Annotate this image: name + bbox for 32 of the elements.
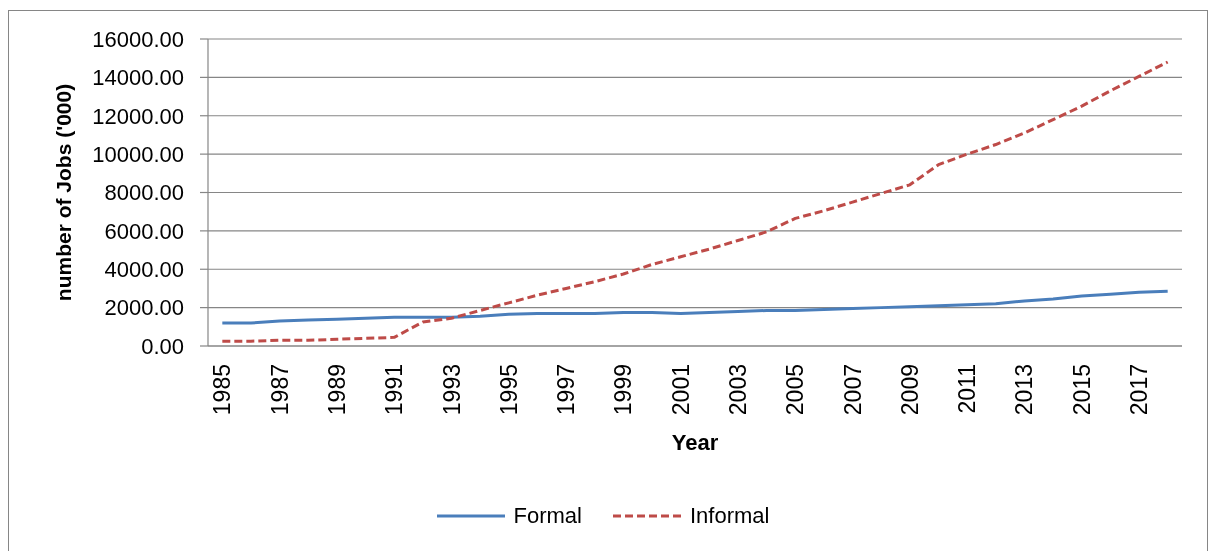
y-tick-label: 14000.00 — [92, 65, 184, 91]
x-tick-label: 1993 — [438, 364, 465, 416]
y-tick-label: 0.00 — [141, 333, 184, 359]
x-tick-label: 1987 — [266, 364, 293, 416]
x-tick-label: 1999 — [610, 364, 637, 416]
y-tick-label: 8000.00 — [104, 180, 184, 206]
x-tick-label: 2015 — [1068, 364, 1095, 416]
legend-label: Formal — [513, 503, 582, 529]
y-tick-label: 2000.00 — [104, 295, 184, 321]
x-tick-label: 2017 — [1126, 364, 1153, 416]
y-tick-label: 16000.00 — [92, 26, 184, 52]
y-tick-label: 6000.00 — [104, 218, 184, 244]
x-axis-title: Year — [671, 429, 719, 455]
y-axis-title: number of Jobs ('000) — [51, 83, 75, 302]
x-tick-label: 1997 — [553, 364, 580, 416]
x-tick-label: 2013 — [1011, 364, 1038, 416]
x-tick-label: 1991 — [381, 364, 408, 416]
x-tick-label: 1985 — [209, 364, 236, 416]
line-series — [220, 60, 1170, 343]
y-tick-label: 12000.00 — [92, 103, 184, 129]
x-tick-label: 1995 — [495, 364, 522, 416]
legend-label: Informal — [689, 503, 770, 529]
x-tick-label: 2007 — [839, 364, 866, 416]
x-tick-label: 2011 — [954, 364, 981, 414]
x-tick-label: 2001 — [667, 364, 694, 416]
x-tick-label: 2005 — [782, 364, 809, 416]
x-tick-label: 1989 — [323, 364, 350, 416]
x-tick-label: 2009 — [896, 364, 923, 416]
line-series — [220, 289, 1170, 325]
y-tick-label: 10000.00 — [92, 141, 184, 167]
x-tick-label: 2003 — [724, 364, 751, 416]
y-tick-label: 4000.00 — [104, 257, 184, 283]
